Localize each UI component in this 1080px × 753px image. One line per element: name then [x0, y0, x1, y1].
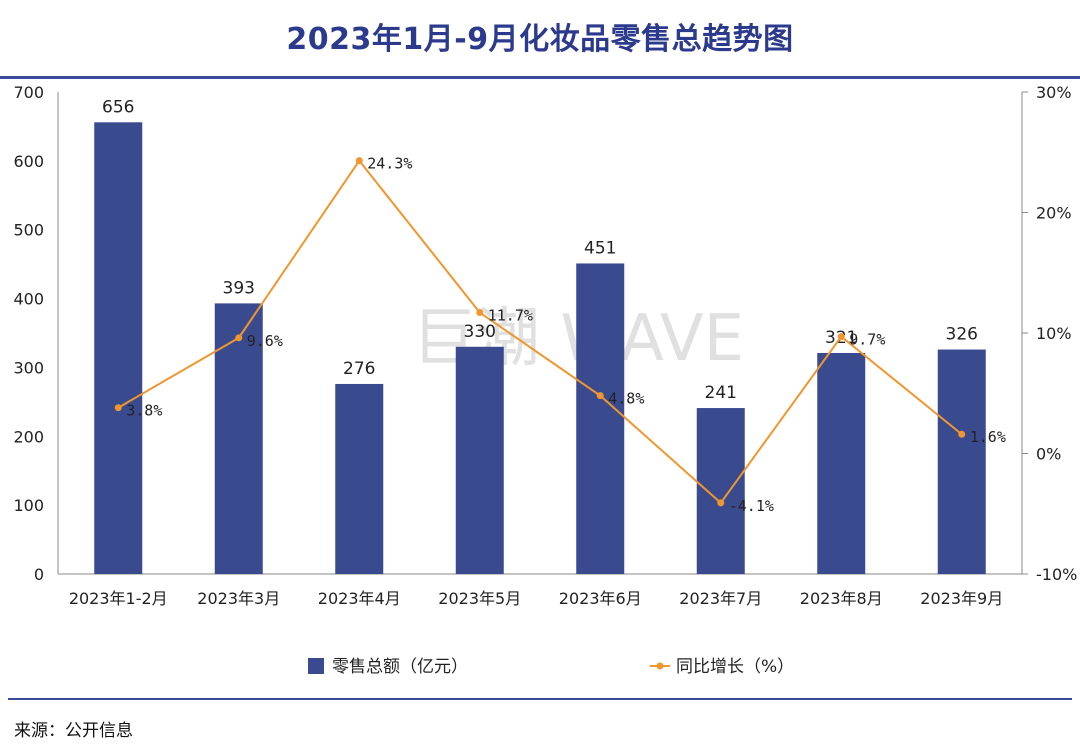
bar: [576, 263, 625, 574]
growth-value-label: 9.6%: [247, 332, 283, 350]
y2-tick-label: 20%: [1036, 204, 1072, 223]
y-tick-label: 0: [34, 565, 44, 584]
y-tick-label: 100: [13, 496, 44, 515]
growth-value-label: 4.8%: [608, 390, 644, 408]
y-tick-label: 500: [13, 221, 44, 240]
bar-value-label: 241: [705, 383, 737, 403]
growth-line: [117, 158, 963, 505]
title-divider: [0, 76, 1080, 79]
x-category-label: 2023年4月: [318, 589, 401, 608]
bar: [937, 349, 986, 574]
bar: [817, 352, 866, 574]
y-tick-label: 700: [13, 83, 44, 102]
bar-value-label: 330: [464, 322, 496, 342]
legend-line-label: 同比增长（%）: [676, 657, 794, 677]
y-tick-label: 300: [13, 358, 44, 377]
bar-value-label: 451: [584, 238, 616, 258]
growth-point: [958, 430, 966, 438]
x-category-label: 2023年6月: [559, 589, 642, 608]
growth-value-label: 3.8%: [126, 402, 162, 420]
chart-title: 2023年1月-9月化妆品零售总趋势图: [286, 22, 794, 57]
x-category-label: 2023年1-2月: [69, 589, 168, 608]
y2-tick-label: -10%: [1036, 565, 1077, 584]
y-tick-label: 600: [13, 152, 44, 171]
y-tick-label: 400: [13, 290, 44, 309]
bar: [94, 122, 143, 574]
x-category-label: 2023年5月: [438, 589, 521, 608]
bar-value-label: 656: [102, 97, 134, 117]
growth-point: [837, 333, 845, 341]
bar-value-label: 393: [223, 278, 255, 298]
growth-value-label: 11.7%: [488, 307, 533, 325]
growth-value-label: 9.7%: [849, 331, 885, 349]
growth-value-label: 1.6%: [970, 428, 1006, 446]
bar: [455, 346, 504, 574]
growth-point: [596, 392, 604, 400]
growth-point: [114, 404, 122, 412]
legend-bar-label: 零售总额（亿元）: [332, 657, 468, 677]
footer-divider: [8, 698, 1072, 700]
y2-tick-label: 0%: [1036, 445, 1061, 464]
x-category-label: 2023年3月: [197, 589, 280, 608]
x-category-label: 2023年9月: [920, 589, 1003, 608]
legend-line-marker: [656, 662, 664, 670]
bar: [214, 303, 263, 574]
legend-bar-swatch: [308, 658, 324, 674]
growth-value-label: 24.3%: [367, 155, 412, 173]
source-note: 来源：公开信息: [14, 721, 133, 741]
growth-value-label: -4.1%: [729, 497, 774, 515]
bar: [335, 383, 384, 574]
growth-point: [717, 499, 725, 507]
bar: [696, 408, 745, 574]
bar-value-label: 326: [946, 325, 978, 345]
x-category-label: 2023年8月: [800, 589, 883, 608]
growth-point: [355, 157, 363, 165]
growth-point: [476, 309, 484, 317]
y-tick-label: 200: [13, 427, 44, 446]
y2-tick-label: 10%: [1036, 324, 1072, 343]
bar-value-label: 276: [343, 359, 375, 379]
growth-point: [235, 334, 243, 342]
y2-tick-label: 30%: [1036, 83, 1072, 102]
x-category-label: 2023年7月: [679, 589, 762, 608]
